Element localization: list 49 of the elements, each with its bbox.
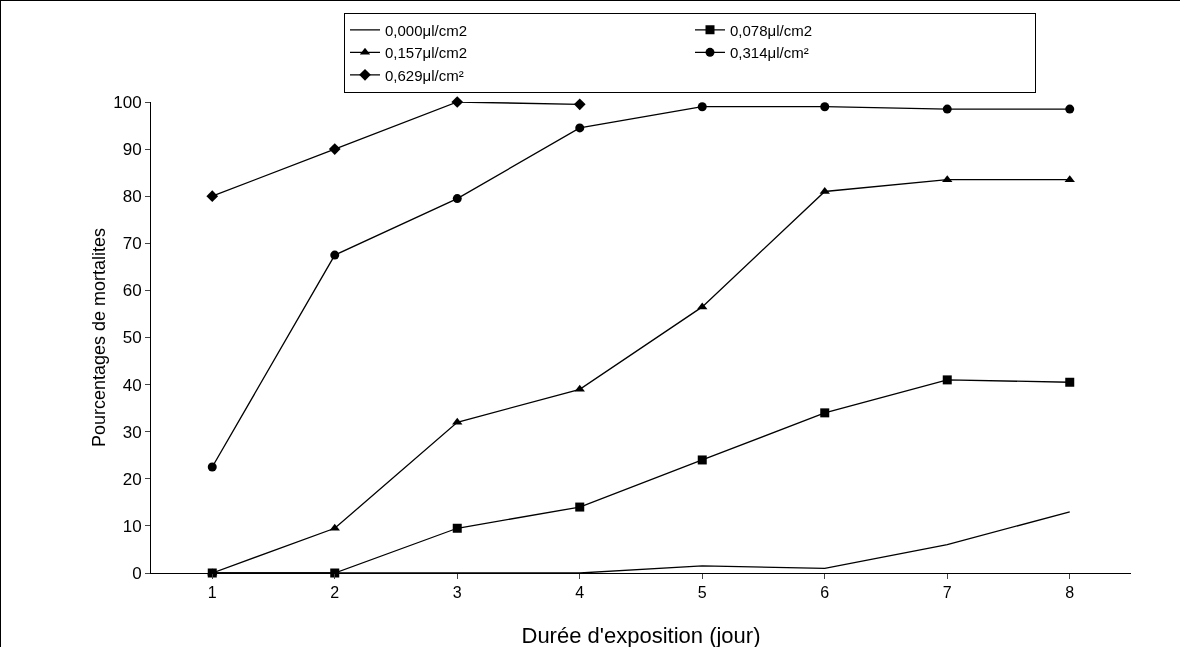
point [451, 96, 464, 108]
x-axis-title: Durée d'exposition (jour) [521, 623, 761, 647]
y-axis-title: Pourcentages de mortalites [89, 227, 109, 448]
point [452, 194, 462, 204]
point [697, 302, 708, 310]
x-tick-label: 5 [697, 584, 707, 602]
y-tick-label: 90 [122, 140, 142, 160]
point [207, 462, 217, 472]
point [1065, 377, 1075, 387]
x-tick-label: 3 [452, 584, 462, 602]
point [575, 502, 585, 512]
point [1065, 104, 1075, 114]
point [452, 523, 462, 533]
point [575, 123, 585, 133]
legend-label: 0,629μl/cm² [385, 66, 464, 84]
point [452, 417, 463, 425]
legend-label: 0,078μl/cm2 [730, 21, 813, 39]
point [820, 408, 830, 418]
point [942, 375, 952, 385]
y-tick-label: 20 [122, 469, 142, 489]
point [574, 384, 585, 392]
legend-label: 0,157μl/cm2 [385, 44, 468, 62]
y-tick-label: 30 [122, 422, 142, 442]
y-tick-label: 40 [122, 375, 142, 395]
point [206, 190, 219, 203]
point [819, 186, 830, 194]
point [820, 102, 830, 112]
y-tick-label: 100 [113, 92, 142, 112]
point [942, 104, 952, 114]
y-tick-label: 60 [122, 281, 142, 301]
point [330, 250, 340, 260]
x-tick-label: 8 [1065, 584, 1075, 602]
x-tick-label: 2 [330, 584, 340, 602]
x-tick-label: 1 [207, 584, 217, 602]
y-tick-label: 10 [122, 516, 142, 536]
point [697, 455, 707, 465]
point [573, 98, 586, 111]
legend-label: 0,314μl/cm² [730, 44, 809, 62]
point [329, 523, 340, 531]
y-tick-label: 0 [132, 563, 142, 583]
x-tick-label: 6 [820, 584, 830, 602]
point [697, 102, 707, 112]
y-tick-label: 80 [122, 187, 142, 207]
y-tick-label: 50 [122, 328, 142, 348]
y-tick-label: 70 [122, 234, 142, 254]
legend-label: 0,000μl/cm2 [385, 21, 468, 39]
x-tick-label: 7 [942, 584, 952, 602]
point [328, 143, 341, 155]
x-tick-label: 4 [575, 584, 585, 602]
